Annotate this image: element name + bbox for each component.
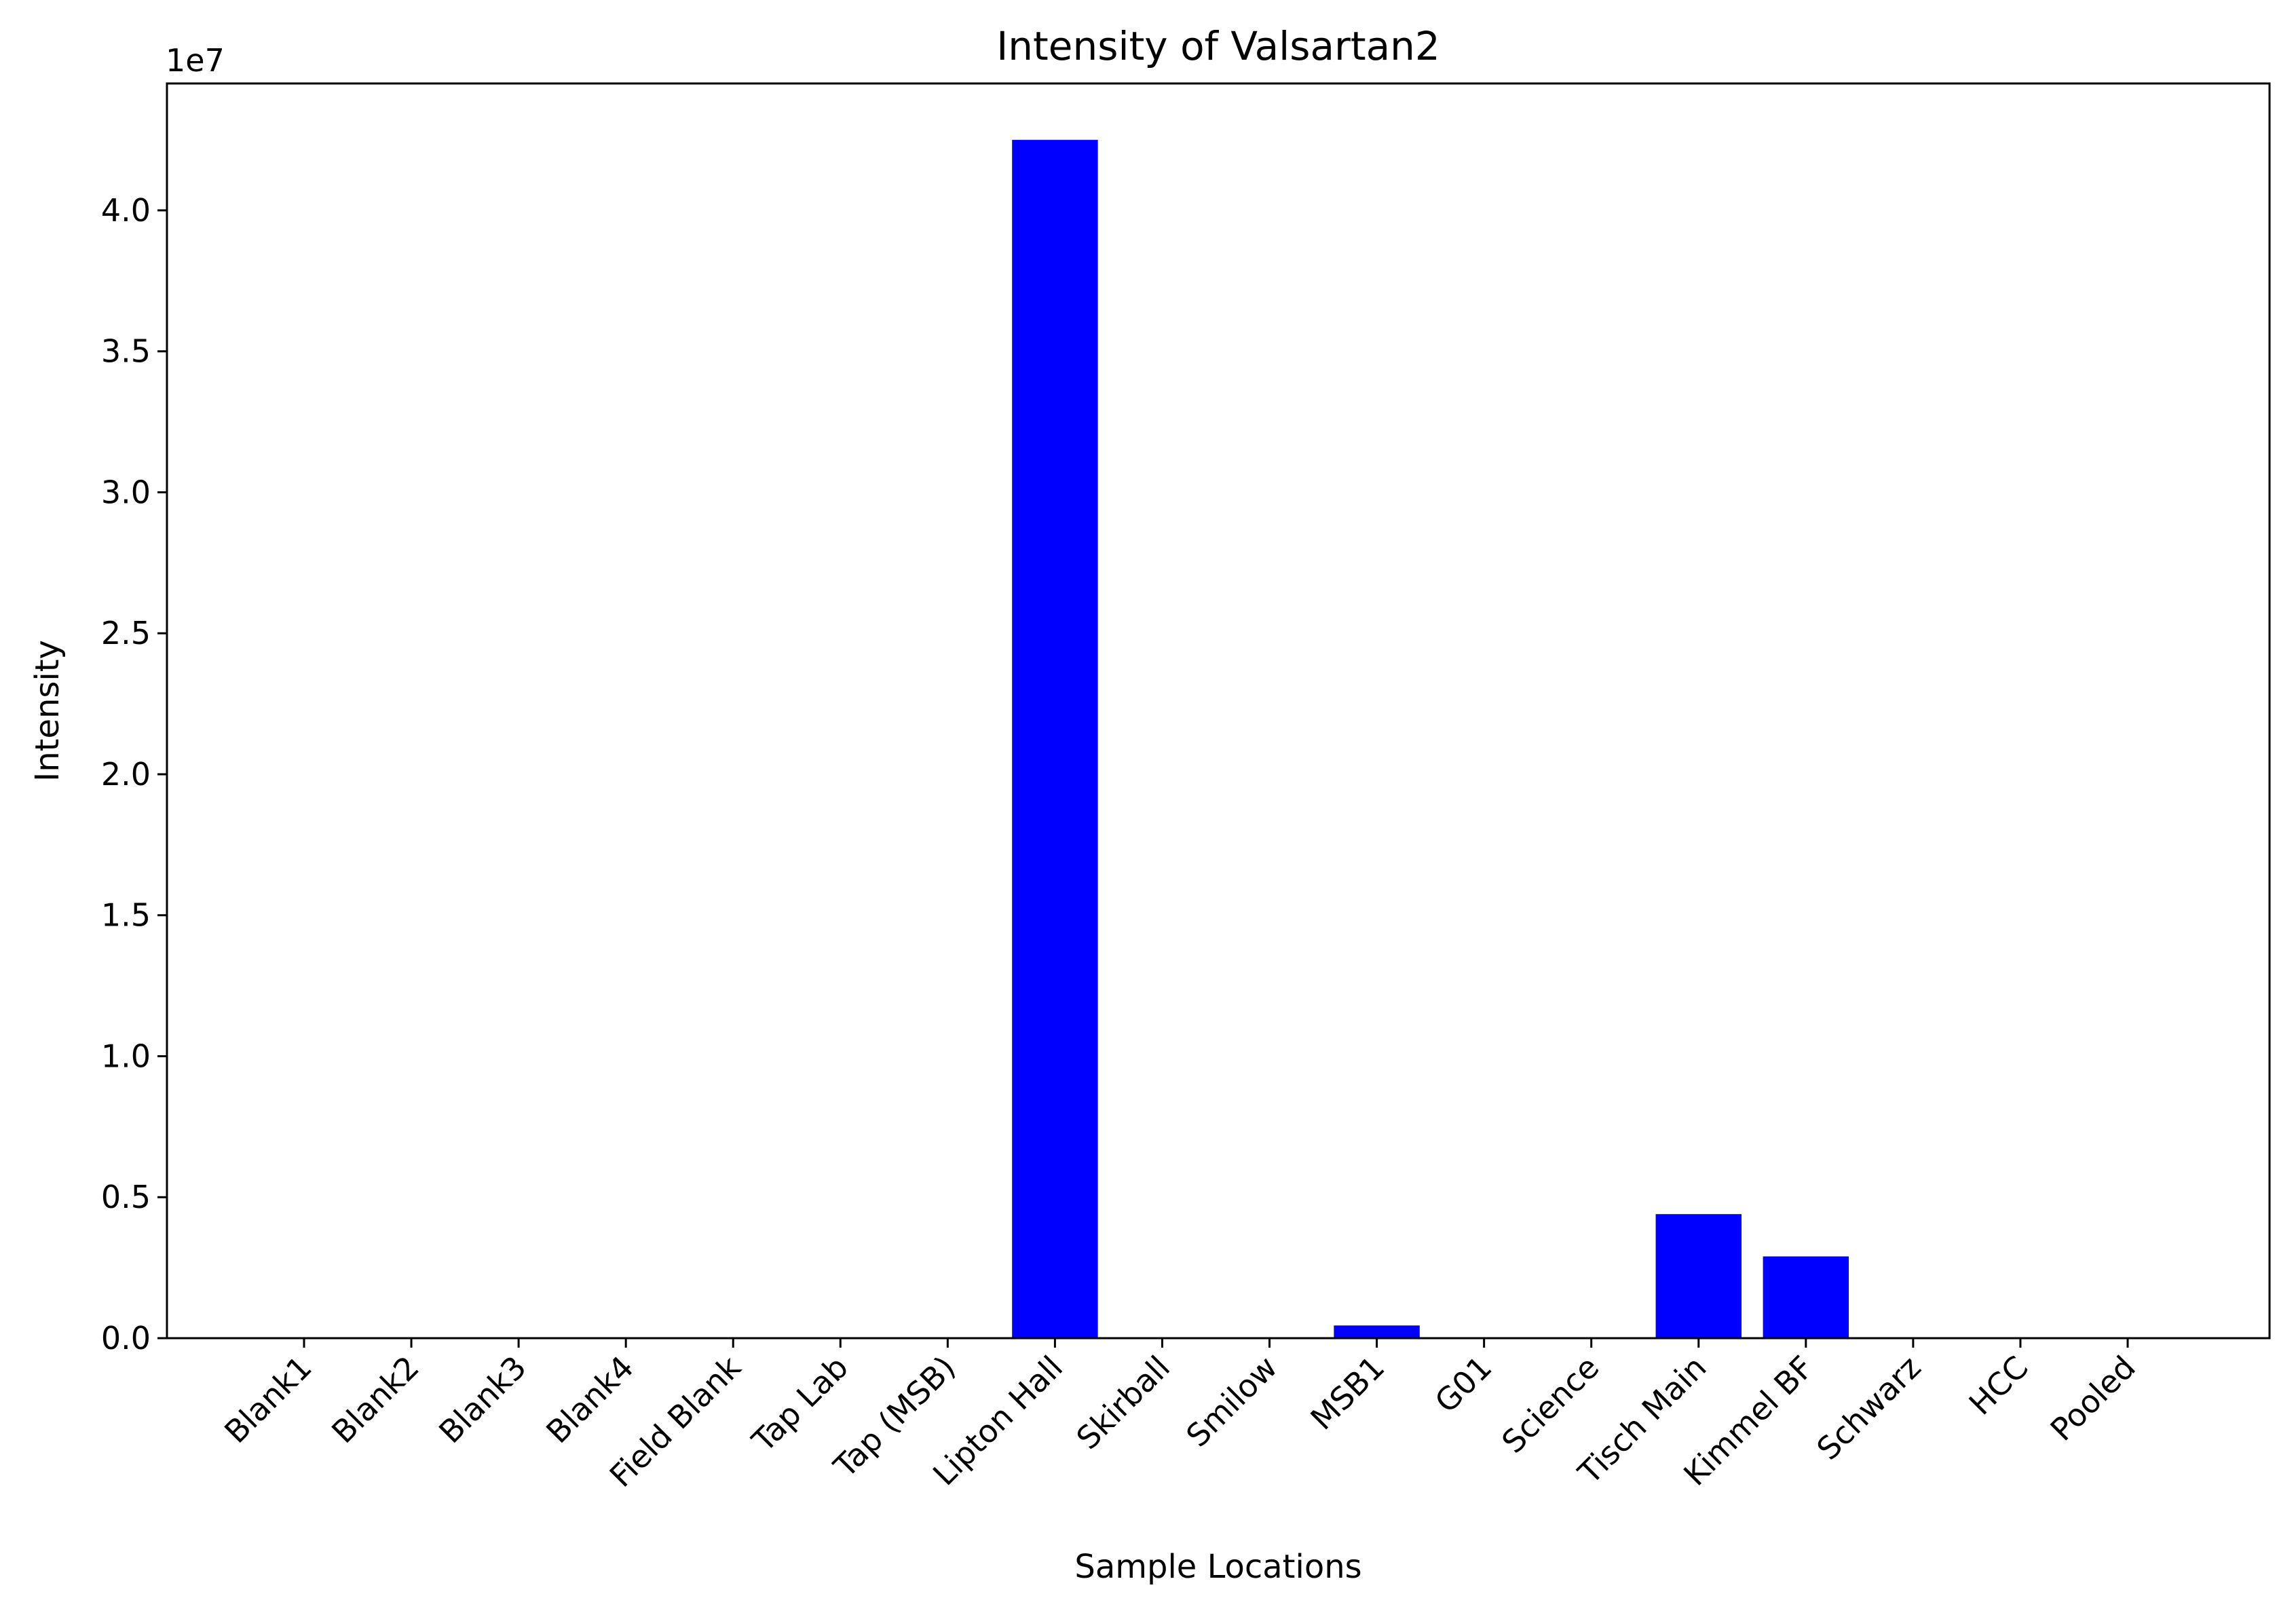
x-axis-label: Sample Locations: [1074, 1548, 1361, 1586]
bar-kimmel-bf: [1763, 1256, 1849, 1338]
bar-msb1: [1334, 1325, 1420, 1338]
x-tick-label: Science: [1494, 1349, 1606, 1460]
y-tick-label: 1.0: [101, 1038, 151, 1074]
x-tick-label: G01: [1428, 1349, 1499, 1420]
x-tick-label: Pooled: [2044, 1349, 2143, 1448]
x-tick-label: Skirball: [1070, 1349, 1178, 1457]
bars-group: [1012, 140, 1849, 1339]
y-tick-label: 0.5: [101, 1179, 151, 1215]
y-tick-label: 2.5: [101, 615, 151, 651]
y-tick-label: 3.0: [101, 474, 151, 510]
y-axis-offset-label: 1e7: [166, 42, 225, 79]
x-tick-label: Blank1: [217, 1349, 319, 1451]
x-tick-label: HCC: [1962, 1349, 2035, 1422]
x-tick-label: Schwarz: [1809, 1349, 1927, 1467]
y-tick-label: 3.5: [101, 333, 151, 370]
x-tick-label: Blank3: [432, 1349, 533, 1451]
y-tick-label: 0.0: [101, 1320, 151, 1356]
y-tick-label: 1.5: [101, 897, 151, 934]
y-tick-label: 2.0: [101, 756, 151, 793]
chart-title: Intensity of Valsartan2: [996, 23, 1440, 69]
x-tick-label: MSB1: [1303, 1349, 1391, 1437]
bar-tisch-main: [1655, 1214, 1742, 1338]
y-tick-label: 4.0: [101, 192, 151, 229]
y-axis-ticks: 0.0 0.5 1.0 1.5 2.0 2.5 3.0 3.5 4.0: [101, 192, 167, 1356]
x-tick-label: Smilow: [1179, 1349, 1284, 1454]
bar-lipton-hall: [1012, 140, 1098, 1339]
x-tick-label: Tap Lab: [745, 1349, 855, 1460]
x-tick-label: Blank4: [539, 1349, 641, 1451]
plot-frame: [166, 82, 2271, 1340]
x-tick-label: Blank2: [324, 1349, 426, 1451]
y-axis-label: Intensity: [29, 640, 67, 782]
